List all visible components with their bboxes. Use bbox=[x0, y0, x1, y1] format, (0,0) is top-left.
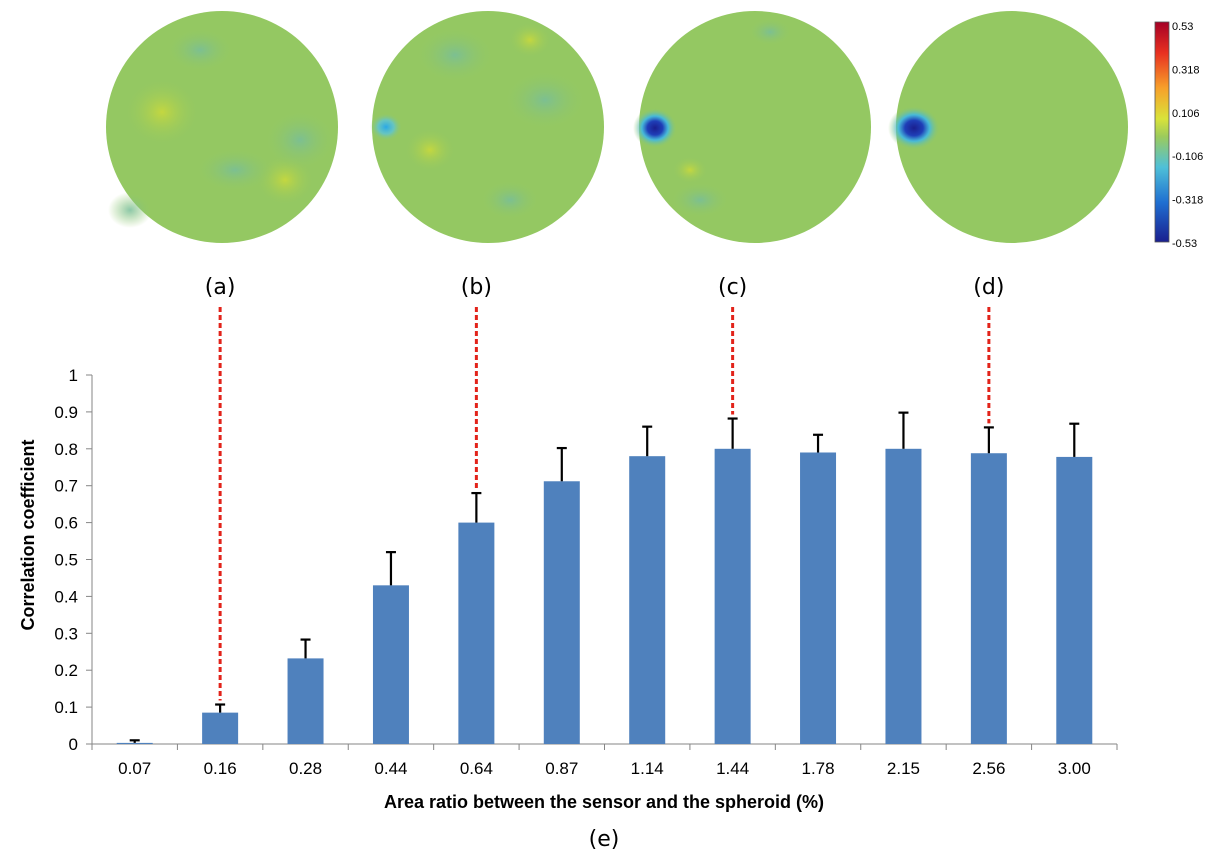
error-bar bbox=[471, 491, 482, 523]
bar bbox=[970, 453, 1007, 744]
y-tick-label: 0.6 bbox=[54, 514, 78, 533]
heatmap-disc bbox=[896, 11, 1128, 243]
heatmap-map-b bbox=[370, 11, 604, 243]
y-tick-label: 0.5 bbox=[54, 551, 78, 570]
bar bbox=[372, 585, 409, 744]
heatmap-blob-cyan bbox=[108, 192, 152, 228]
bar bbox=[714, 448, 751, 744]
heatmap-blob-yellow bbox=[508, 22, 552, 58]
y-tick-label: 0.7 bbox=[54, 477, 78, 496]
heatmap-blob-yellow bbox=[672, 156, 708, 184]
map-panel-label: (c) bbox=[718, 275, 747, 300]
heatmap-spot-dark bbox=[633, 108, 677, 148]
colorbar-tick-label: -0.318 bbox=[1172, 195, 1203, 207]
bar-chart: 00.10.20.30.40.50.60.70.80.91 0.07 0.16 0.… bbox=[18, 307, 1118, 852]
bar bbox=[116, 742, 153, 744]
colorbar-tick-label: -0.106 bbox=[1172, 151, 1203, 163]
bar bbox=[1056, 456, 1093, 744]
colorbar-tick-label: 0.318 bbox=[1172, 64, 1200, 76]
map-labels: (a) (b) (c) (d) bbox=[205, 275, 1005, 300]
y-axis-title: Correlation coefficient bbox=[18, 439, 38, 630]
heatmap-blob-cyan bbox=[264, 110, 336, 170]
x-tick-label: 0.64 bbox=[460, 759, 493, 778]
panel-label-e: (e) bbox=[589, 827, 620, 852]
x-tick-label: 0.87 bbox=[545, 759, 578, 778]
heatmap-blob-cyan bbox=[670, 182, 730, 218]
error-bar bbox=[727, 417, 738, 449]
y-tick-label: 0.3 bbox=[54, 624, 78, 643]
error-bar bbox=[642, 425, 653, 457]
colorbar-gradient bbox=[1154, 21, 1170, 243]
heatmap-blob-cyan bbox=[503, 70, 587, 130]
bar bbox=[458, 522, 495, 744]
y-tick-label: 0 bbox=[69, 735, 78, 754]
x-tick-label: 2.15 bbox=[887, 759, 920, 778]
error-bar bbox=[983, 426, 994, 454]
y-tick-label: 1 bbox=[69, 366, 78, 385]
map-panel-label: (d) bbox=[973, 275, 1004, 300]
x-axis-title: Area ratio between the sensor and the sp… bbox=[384, 792, 824, 812]
heatmap-blob-cyan bbox=[195, 148, 275, 192]
y-tick-label: 0.2 bbox=[54, 661, 78, 680]
bar bbox=[202, 712, 239, 744]
heatmap-blob-yellow bbox=[404, 128, 456, 172]
colorbar: 0.53 0.318 0.106 -0.106 -0.318 -0.53 bbox=[1154, 21, 1203, 250]
colorbar-labels: 0.53 0.318 0.106 -0.106 -0.318 -0.53 bbox=[1172, 21, 1203, 250]
error-bar bbox=[300, 638, 311, 659]
colorbar-tick-label: -0.53 bbox=[1172, 238, 1197, 250]
x-tick-label: 0.07 bbox=[118, 759, 151, 778]
error-bar bbox=[129, 739, 140, 743]
heatmap-spot-dark bbox=[888, 106, 940, 150]
x-ticks: 0.07 0.16 0.28 0.44 0.64 0.87 1.14 1.44 1.78 2.15… bbox=[91, 744, 1118, 778]
x-tick-label: 2.56 bbox=[972, 759, 1005, 778]
colorbar-tick-label: 0.53 bbox=[1172, 21, 1193, 33]
heatmap-map-d bbox=[888, 11, 1128, 243]
bar bbox=[800, 452, 837, 744]
map-panel-label: (b) bbox=[461, 275, 492, 300]
connectors bbox=[218, 307, 991, 701]
x-tick-label: 3.00 bbox=[1058, 759, 1091, 778]
error-bar bbox=[556, 446, 567, 482]
heatmap-blob-cyan bbox=[166, 28, 234, 72]
colorbar-tick-label: 0.106 bbox=[1172, 108, 1200, 120]
heatmap-map-c bbox=[633, 11, 871, 243]
bar bbox=[287, 658, 324, 744]
bar bbox=[629, 456, 666, 744]
y-tick-label: 0.9 bbox=[54, 403, 78, 422]
bars bbox=[116, 448, 1093, 744]
heatmap-spot-light bbox=[370, 113, 402, 141]
x-tick-label: 1.78 bbox=[801, 759, 834, 778]
error-bar bbox=[898, 411, 909, 449]
x-tick-label: 0.28 bbox=[289, 759, 322, 778]
error-bar bbox=[385, 551, 396, 586]
error-bars bbox=[129, 411, 1080, 743]
heatmap-blob-cyan bbox=[415, 27, 495, 83]
x-tick-label: 1.14 bbox=[631, 759, 664, 778]
y-ticks: 0 0.1 0.2 0.3 0.4 0.5 0.6 0.7 0.8 0.9 1 bbox=[54, 366, 92, 754]
x-tick-label: 0.44 bbox=[374, 759, 407, 778]
error-bar bbox=[215, 703, 226, 713]
y-tick-label: 0.4 bbox=[54, 587, 78, 606]
heatmap-blob-yellow bbox=[124, 78, 200, 146]
map-panel-label: (a) bbox=[205, 275, 236, 300]
x-tick-label: 1.44 bbox=[716, 759, 749, 778]
bar bbox=[543, 481, 580, 744]
heatmap-blob-cyan bbox=[748, 18, 792, 46]
y-tick-label: 0.8 bbox=[54, 440, 78, 459]
bar bbox=[885, 448, 922, 744]
error-bar bbox=[1069, 422, 1080, 457]
y-tick-label: 0.1 bbox=[54, 698, 78, 717]
heatmap-row bbox=[106, 11, 1128, 243]
heatmap-blob-cyan bbox=[480, 180, 540, 220]
heatmap-map-a bbox=[106, 11, 338, 243]
x-tick-label: 0.16 bbox=[204, 759, 237, 778]
error-bar bbox=[813, 433, 824, 453]
